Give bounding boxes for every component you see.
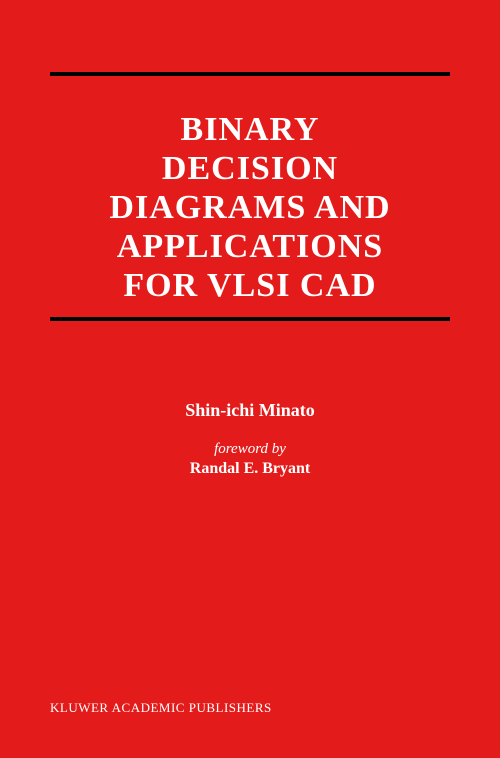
author-block: Shin-ichi Minato foreword by Randal E. B… xyxy=(50,400,450,478)
title-block: BINARY DECISION DIAGRAMS AND APPLICATION… xyxy=(50,110,450,305)
title-line-5: FOR VLSI CAD xyxy=(50,266,450,305)
foreword-label: foreword by xyxy=(50,441,450,458)
author-name: Shin-ichi Minato xyxy=(50,400,450,421)
title-line-1: BINARY xyxy=(50,110,450,149)
title-line-3: DIAGRAMS AND xyxy=(50,188,450,227)
bottom-rule xyxy=(50,317,450,321)
top-rule xyxy=(50,72,450,76)
title-line-2: DECISION xyxy=(50,149,450,188)
title-line-4: APPLICATIONS xyxy=(50,227,450,266)
publisher: KLUWER ACADEMIC PUBLISHERS xyxy=(50,700,272,716)
foreword-author: Randal E. Bryant xyxy=(50,460,450,478)
book-cover: BINARY DECISION DIAGRAMS AND APPLICATION… xyxy=(0,0,500,758)
